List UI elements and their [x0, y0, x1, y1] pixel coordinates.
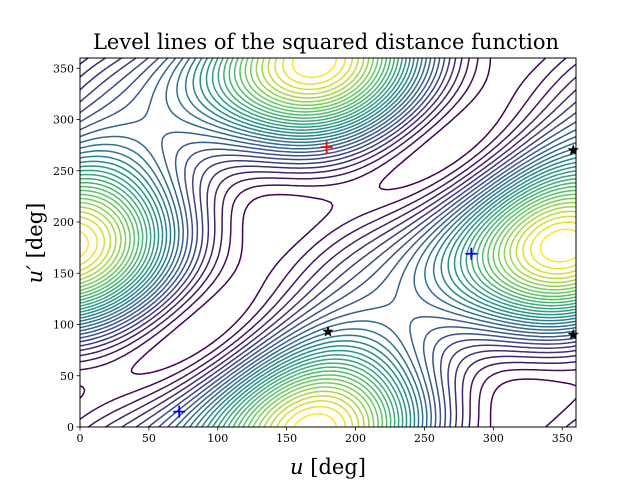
x-tick-label: 200	[345, 432, 366, 445]
x-tick-label: 150	[276, 432, 297, 445]
contour-level	[80, 58, 576, 427]
y-axis-label-unit: [deg]	[23, 203, 47, 265]
contour-level	[80, 58, 576, 427]
x-tick-label: 0	[77, 432, 84, 445]
contour-level	[80, 58, 576, 427]
contour-level	[80, 58, 576, 427]
contour-level	[80, 58, 576, 427]
contour-level	[80, 58, 576, 427]
y-tick-label: 150	[53, 267, 74, 280]
x-axis-label-variable: u	[290, 455, 304, 479]
contour-level	[80, 58, 576, 427]
maximum-marker	[320, 141, 333, 154]
y-axis-label: u′ [deg]	[23, 203, 47, 284]
contour-level	[80, 58, 576, 427]
y-tick-label: 0	[67, 421, 74, 434]
minimum-marker	[465, 247, 478, 260]
contour-level	[80, 58, 576, 427]
contour-level	[80, 58, 576, 427]
contour-level	[80, 58, 576, 427]
y-axis-ticks: 0 50 100 150 200 250 300 350	[53, 62, 80, 434]
contour-level	[80, 58, 576, 427]
contour-level	[80, 58, 576, 427]
saddle-marker	[567, 144, 579, 156]
y-tick-label: 200	[53, 216, 74, 229]
contour-level	[80, 58, 576, 427]
plot-frame	[79, 57, 577, 428]
x-tick-label: 300	[483, 432, 504, 445]
contour-level	[80, 58, 576, 427]
saddle-marker	[322, 325, 334, 337]
contour-level	[80, 58, 576, 427]
y-tick-label: 350	[53, 62, 74, 75]
y-tick-label: 250	[53, 165, 74, 178]
x-tick-label: 250	[414, 432, 435, 445]
chart-title: Level lines of the squared distance func…	[93, 30, 559, 54]
y-tick-label: 50	[60, 370, 74, 383]
x-axis-label: u [deg]	[290, 455, 366, 479]
contour-level	[80, 58, 576, 427]
y-tick-label: 300	[53, 114, 74, 127]
x-tick-label: 100	[207, 432, 228, 445]
contour-level	[80, 58, 576, 427]
contour-level	[80, 58, 576, 427]
contour-level	[80, 58, 576, 427]
critical-point-markers	[173, 141, 579, 418]
x-axis-ticks: 0 50 100 150 200 250 300 350	[77, 427, 573, 445]
contour-level	[80, 58, 576, 427]
contour-level	[80, 58, 576, 427]
contour-level	[80, 58, 576, 427]
contour-level	[80, 58, 576, 427]
y-tick-label: 100	[53, 319, 74, 332]
contour-level	[80, 58, 576, 427]
x-tick-label: 50	[142, 432, 156, 445]
saddle-marker	[567, 328, 579, 340]
minimum-marker	[173, 405, 186, 418]
y-axis-label-variable: u′	[23, 265, 47, 284]
x-tick-label: 350	[552, 432, 573, 445]
contour-lines	[80, 58, 576, 427]
x-axis-label-unit: [deg]	[304, 455, 366, 479]
contour-level	[80, 58, 576, 427]
